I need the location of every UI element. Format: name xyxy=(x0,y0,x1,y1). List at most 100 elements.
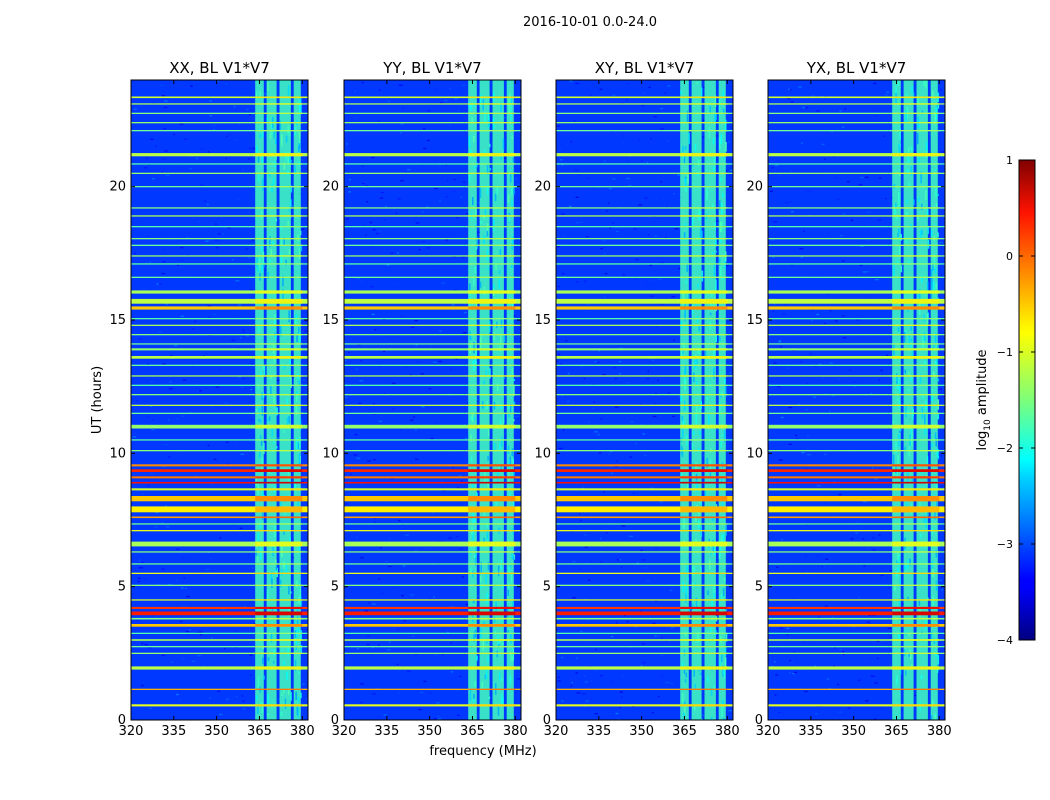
y-tick-label: 15 xyxy=(322,313,339,328)
time-band xyxy=(131,343,308,345)
time-band xyxy=(131,298,308,304)
y-tick-label: 10 xyxy=(322,446,339,461)
time-band xyxy=(768,599,945,601)
time-band xyxy=(344,226,521,228)
time-band xyxy=(131,186,308,188)
rfi-band xyxy=(691,80,702,720)
time-band xyxy=(768,207,945,209)
heatmap-body xyxy=(131,80,308,720)
time-band xyxy=(344,318,521,320)
time-band xyxy=(131,704,308,707)
time-band xyxy=(131,652,308,654)
time-band xyxy=(344,464,521,467)
colorbar-gradient xyxy=(1018,159,1036,641)
time-band xyxy=(131,244,308,246)
time-band xyxy=(131,356,308,359)
time-band xyxy=(344,343,521,345)
heatmap-body xyxy=(768,80,945,720)
time-band xyxy=(344,617,521,620)
time-band xyxy=(556,488,733,491)
time-band xyxy=(768,276,945,278)
y-tick-label: 15 xyxy=(746,313,763,328)
time-band xyxy=(556,276,733,278)
time-band xyxy=(556,464,733,467)
time-band xyxy=(556,469,733,472)
time-band xyxy=(556,112,733,114)
time-band xyxy=(556,624,733,627)
y-tick-label: 10 xyxy=(109,446,126,461)
rfi-band xyxy=(930,80,938,720)
time-band xyxy=(768,439,945,441)
time-band xyxy=(556,163,733,165)
time-band xyxy=(344,112,521,114)
time-band xyxy=(768,496,945,502)
time-band xyxy=(556,103,733,105)
time-band xyxy=(768,244,945,246)
time-band xyxy=(131,324,308,326)
time-band xyxy=(556,255,733,257)
time-band xyxy=(556,652,733,654)
time-band xyxy=(344,481,521,484)
x-tick-label: 335 xyxy=(161,724,186,739)
time-band xyxy=(556,172,733,174)
time-band xyxy=(131,611,308,616)
time-band xyxy=(344,306,521,310)
time-band xyxy=(131,334,308,336)
time-band xyxy=(131,469,308,472)
time-band xyxy=(131,263,308,265)
time-band xyxy=(768,172,945,174)
time-band xyxy=(556,290,733,294)
time-band xyxy=(768,530,945,532)
y-tick-label: 20 xyxy=(322,180,339,195)
time-band xyxy=(344,563,521,565)
time-band xyxy=(556,639,733,641)
y-tick-label: 15 xyxy=(109,313,126,328)
time-band xyxy=(768,632,945,634)
time-band xyxy=(556,96,733,99)
time-band xyxy=(131,481,308,484)
rfi-band xyxy=(506,80,514,720)
time-band xyxy=(768,186,945,188)
time-band xyxy=(768,375,945,377)
time-band xyxy=(344,298,521,304)
time-band xyxy=(344,523,521,525)
time-band xyxy=(344,255,521,257)
time-band xyxy=(768,450,945,452)
time-band xyxy=(556,122,733,124)
time-band xyxy=(131,226,308,228)
time-band xyxy=(344,404,521,406)
suptitle: 2016-10-01 0.0-24.0 xyxy=(523,15,657,30)
time-band xyxy=(131,496,308,502)
time-band xyxy=(344,584,521,586)
time-band xyxy=(768,516,945,519)
x-tick-label: 320 xyxy=(119,724,144,739)
time-band xyxy=(344,551,521,553)
time-band xyxy=(131,103,308,105)
time-band xyxy=(131,646,308,648)
time-band xyxy=(344,334,521,336)
time-band xyxy=(131,617,308,620)
time-band xyxy=(556,541,733,547)
time-band xyxy=(344,153,521,157)
time-band xyxy=(556,516,733,519)
time-band xyxy=(344,172,521,174)
panel-title: XX, BL V1*V7 xyxy=(169,59,270,77)
time-band xyxy=(344,541,521,547)
time-band xyxy=(131,130,308,132)
time-band xyxy=(131,153,308,157)
y-axis-label: UT (hours) xyxy=(90,366,105,434)
time-band xyxy=(131,172,308,174)
time-band xyxy=(768,424,945,429)
time-band xyxy=(131,207,308,209)
time-band xyxy=(768,488,945,491)
x-tick-label: 350 xyxy=(629,724,654,739)
rfi-band xyxy=(718,80,726,720)
time-band xyxy=(131,606,308,609)
time-band xyxy=(556,207,733,209)
x-tick-label: 380 xyxy=(715,724,740,739)
time-band xyxy=(344,611,521,616)
time-band xyxy=(556,611,733,616)
y-tick-label: 5 xyxy=(755,580,763,595)
time-band xyxy=(344,439,521,441)
time-band xyxy=(131,318,308,320)
